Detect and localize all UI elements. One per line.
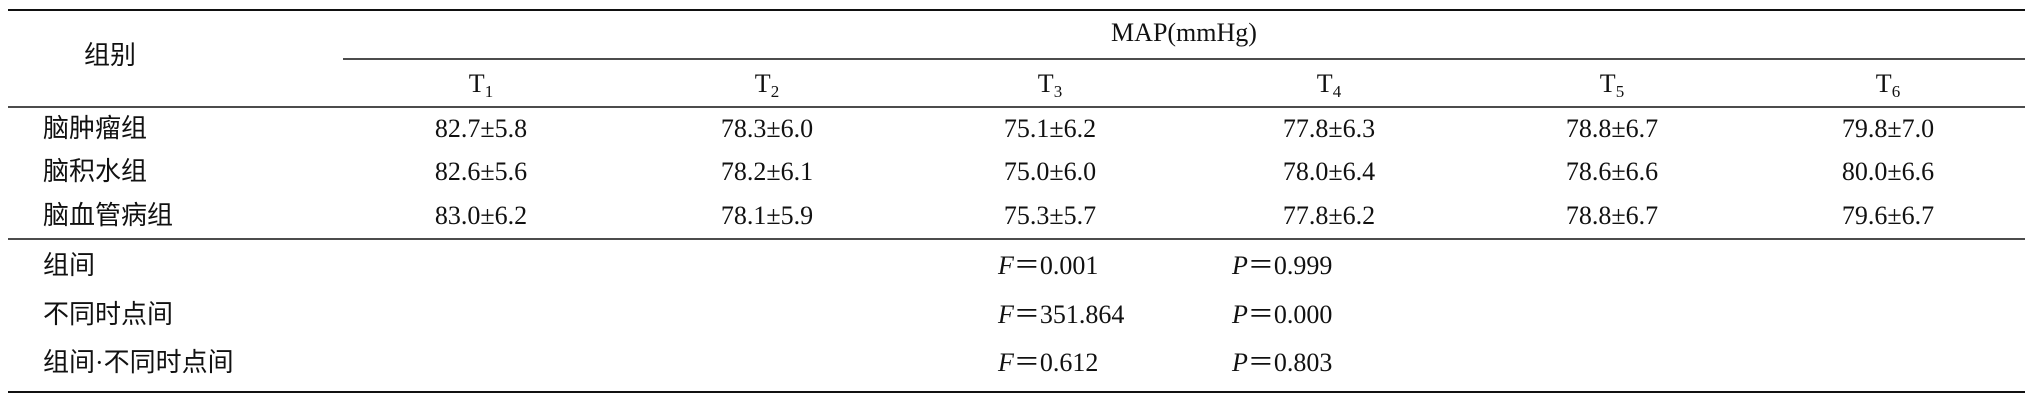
f-statistic: F＝0.001 [997,251,1098,280]
cell: 80.0±6.6 [1842,157,1934,186]
p-symbol: P [1231,300,1248,329]
cell: 78.8±6.7 [1566,114,1658,143]
p-value: ＝0.803 [1248,348,1333,377]
timepoint-base: T [1317,69,1333,98]
timepoint-header: T4 [1317,69,1342,101]
timepoint-sub: 5 [1616,82,1625,101]
stat-label: 不同时点间 [43,300,173,329]
cell: 78.1±5.9 [721,201,813,230]
p-value: ＝0.999 [1248,251,1333,280]
cell: 79.8±7.0 [1842,114,1934,143]
measure-header: MAP(mmHg) [1111,18,1257,47]
f-value: ＝351.864 [1014,300,1125,329]
cell: 75.1±6.2 [1004,114,1096,143]
stat-label: 组间·不同时点间 [43,348,234,377]
timepoint-sub: 4 [1333,82,1342,101]
timepoint-base: T [755,69,771,98]
cell: 82.7±5.8 [435,114,527,143]
timepoint-base: T [1038,69,1054,98]
p-symbol: P [1231,251,1248,280]
f-value: ＝0.612 [1014,348,1099,377]
p-symbol: P [1231,348,1248,377]
p-statistic: P＝0.803 [1231,348,1332,377]
cell: 79.6±6.7 [1842,201,1934,230]
cell: 78.0±6.4 [1283,157,1375,186]
cell: 78.8±6.7 [1566,201,1658,230]
timepoint-header: T6 [1876,69,1900,101]
cell: 75.0±6.0 [1004,157,1096,186]
timepoint-sub: 1 [485,82,494,101]
timepoint-base: T [469,69,485,98]
row-label: 脑肿瘤组 [43,114,147,143]
cell: 83.0±6.2 [435,201,527,230]
timepoint-header: T3 [1038,69,1062,101]
timepoint-sub: 2 [771,82,780,101]
cell: 78.3±6.0 [721,114,813,143]
cell: 78.2±6.1 [721,157,813,186]
f-statistic: F＝0.612 [997,348,1098,377]
timepoint-sub: 3 [1054,82,1063,101]
timepoint-base: T [1876,69,1892,98]
cell: 75.3±5.7 [1004,201,1096,230]
row-label: 脑血管病组 [43,201,173,230]
f-statistic: F＝351.864 [997,300,1124,329]
cell: 77.8±6.2 [1283,201,1375,230]
p-statistic: P＝0.000 [1231,300,1332,329]
group-header: 组别 [84,41,136,70]
cell: 82.6±5.6 [435,157,527,186]
timepoint-header: T1 [469,69,493,101]
cell: 77.8±6.3 [1283,114,1375,143]
f-value: ＝0.001 [1014,251,1099,280]
f-symbol: F [997,300,1015,329]
f-symbol: F [997,251,1015,280]
timepoint-base: T [1600,69,1616,98]
f-symbol: F [997,348,1015,377]
stat-label: 组间 [43,251,95,280]
cell: 78.6±6.6 [1566,157,1658,186]
p-statistic: P＝0.999 [1231,251,1332,280]
row-label: 脑积水组 [43,157,147,186]
timepoint-header: T2 [755,69,779,101]
p-value: ＝0.000 [1248,300,1333,329]
timepoint-header: T5 [1600,69,1624,101]
timepoint-sub: 6 [1892,82,1901,101]
